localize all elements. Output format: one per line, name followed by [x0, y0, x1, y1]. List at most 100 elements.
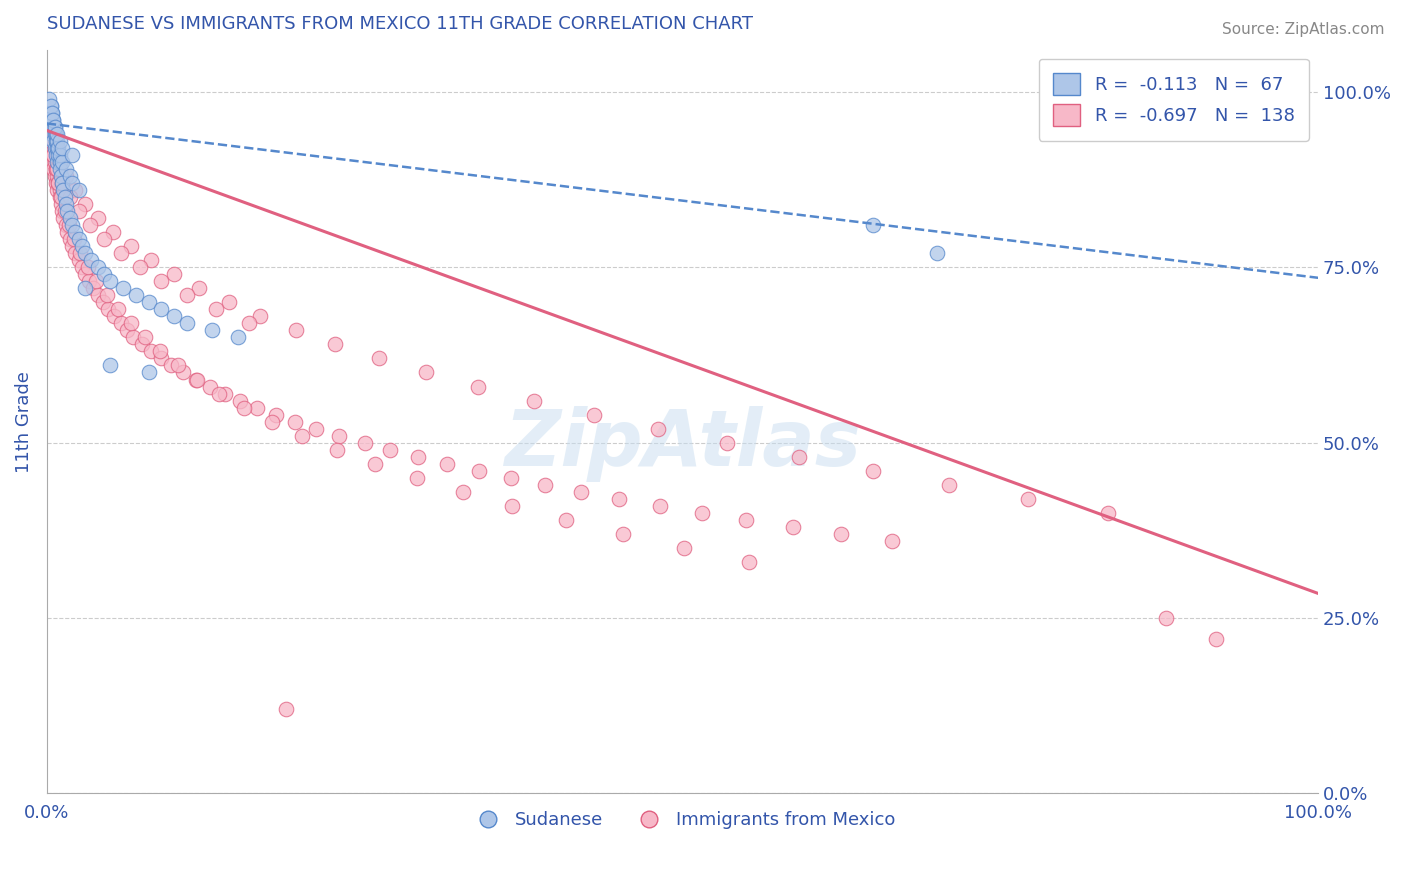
Point — [77, 274, 100, 288]
Point — [52, 211, 75, 226]
Point — [45, 162, 67, 177]
Point — [46, 176, 69, 190]
Point — [139, 344, 162, 359]
Point — [60, 218, 83, 232]
Point — [648, 499, 671, 513]
Point — [55, 218, 77, 232]
Point — [160, 359, 183, 373]
Point — [226, 330, 249, 344]
Point — [60, 148, 83, 162]
Point — [284, 415, 307, 429]
Point — [120, 317, 142, 331]
Point — [53, 190, 76, 204]
Point — [150, 274, 173, 288]
Point — [39, 148, 62, 162]
Point — [100, 359, 122, 373]
Point — [46, 155, 69, 169]
Point — [41, 141, 63, 155]
Point — [138, 295, 160, 310]
Point — [229, 393, 252, 408]
Point — [44, 141, 66, 155]
Point — [305, 421, 328, 435]
Point — [55, 169, 77, 183]
Point — [612, 526, 634, 541]
Point — [48, 148, 70, 162]
Point — [63, 225, 86, 239]
Point — [41, 106, 63, 120]
Point — [59, 211, 82, 226]
Point — [48, 190, 70, 204]
Point — [42, 120, 65, 134]
Point — [44, 141, 66, 155]
Point — [45, 148, 67, 162]
Point — [58, 218, 80, 232]
Point — [39, 120, 62, 134]
Point — [46, 141, 69, 155]
Point — [46, 127, 69, 141]
Point — [52, 183, 75, 197]
Point — [45, 127, 67, 141]
Point — [672, 541, 695, 555]
Point — [260, 415, 283, 429]
Point — [249, 310, 271, 324]
Point — [42, 148, 65, 162]
Point — [328, 428, 350, 442]
Point — [110, 246, 132, 260]
Point — [45, 134, 67, 148]
Point — [67, 183, 90, 197]
Point — [48, 162, 70, 177]
Point — [46, 176, 69, 190]
Point — [69, 246, 91, 260]
Point — [80, 253, 103, 268]
Point — [59, 232, 82, 246]
Point — [41, 155, 63, 169]
Point — [42, 148, 65, 162]
Point — [499, 471, 522, 485]
Point — [467, 379, 489, 393]
Point — [67, 204, 90, 219]
Point — [56, 204, 79, 219]
Point — [364, 457, 387, 471]
Point — [72, 239, 94, 253]
Point — [406, 450, 429, 464]
Text: Source: ZipAtlas.com: Source: ZipAtlas.com — [1222, 22, 1385, 37]
Point — [523, 393, 546, 408]
Point — [647, 421, 669, 435]
Point — [48, 183, 70, 197]
Point — [415, 366, 437, 380]
Point — [149, 344, 172, 359]
Point — [41, 127, 63, 141]
Point — [101, 225, 124, 239]
Point — [45, 176, 67, 190]
Point — [110, 317, 132, 331]
Point — [44, 127, 66, 141]
Point — [82, 281, 104, 295]
Point — [39, 106, 62, 120]
Point — [38, 127, 60, 141]
Point — [451, 484, 474, 499]
Point — [46, 141, 69, 155]
Point — [115, 323, 138, 337]
Point — [862, 218, 884, 232]
Point — [134, 330, 156, 344]
Point — [44, 155, 66, 169]
Point — [1017, 491, 1039, 506]
Point — [938, 477, 960, 491]
Point — [690, 506, 713, 520]
Point — [238, 317, 260, 331]
Text: SUDANESE VS IMMIGRANTS FROM MEXICO 11TH GRADE CORRELATION CHART: SUDANESE VS IMMIGRANTS FROM MEXICO 11TH … — [46, 15, 752, 33]
Point — [501, 499, 523, 513]
Point — [72, 260, 94, 275]
Point — [39, 134, 62, 148]
Point — [569, 484, 592, 499]
Legend: Sudanese, Immigrants from Mexico: Sudanese, Immigrants from Mexico — [463, 804, 903, 837]
Point — [201, 323, 224, 337]
Point — [73, 281, 96, 295]
Point — [51, 176, 73, 190]
Point — [63, 183, 86, 197]
Point — [60, 176, 83, 190]
Point — [79, 218, 101, 232]
Point — [436, 457, 458, 471]
Point — [246, 401, 269, 415]
Text: ZipAtlas: ZipAtlas — [503, 406, 860, 482]
